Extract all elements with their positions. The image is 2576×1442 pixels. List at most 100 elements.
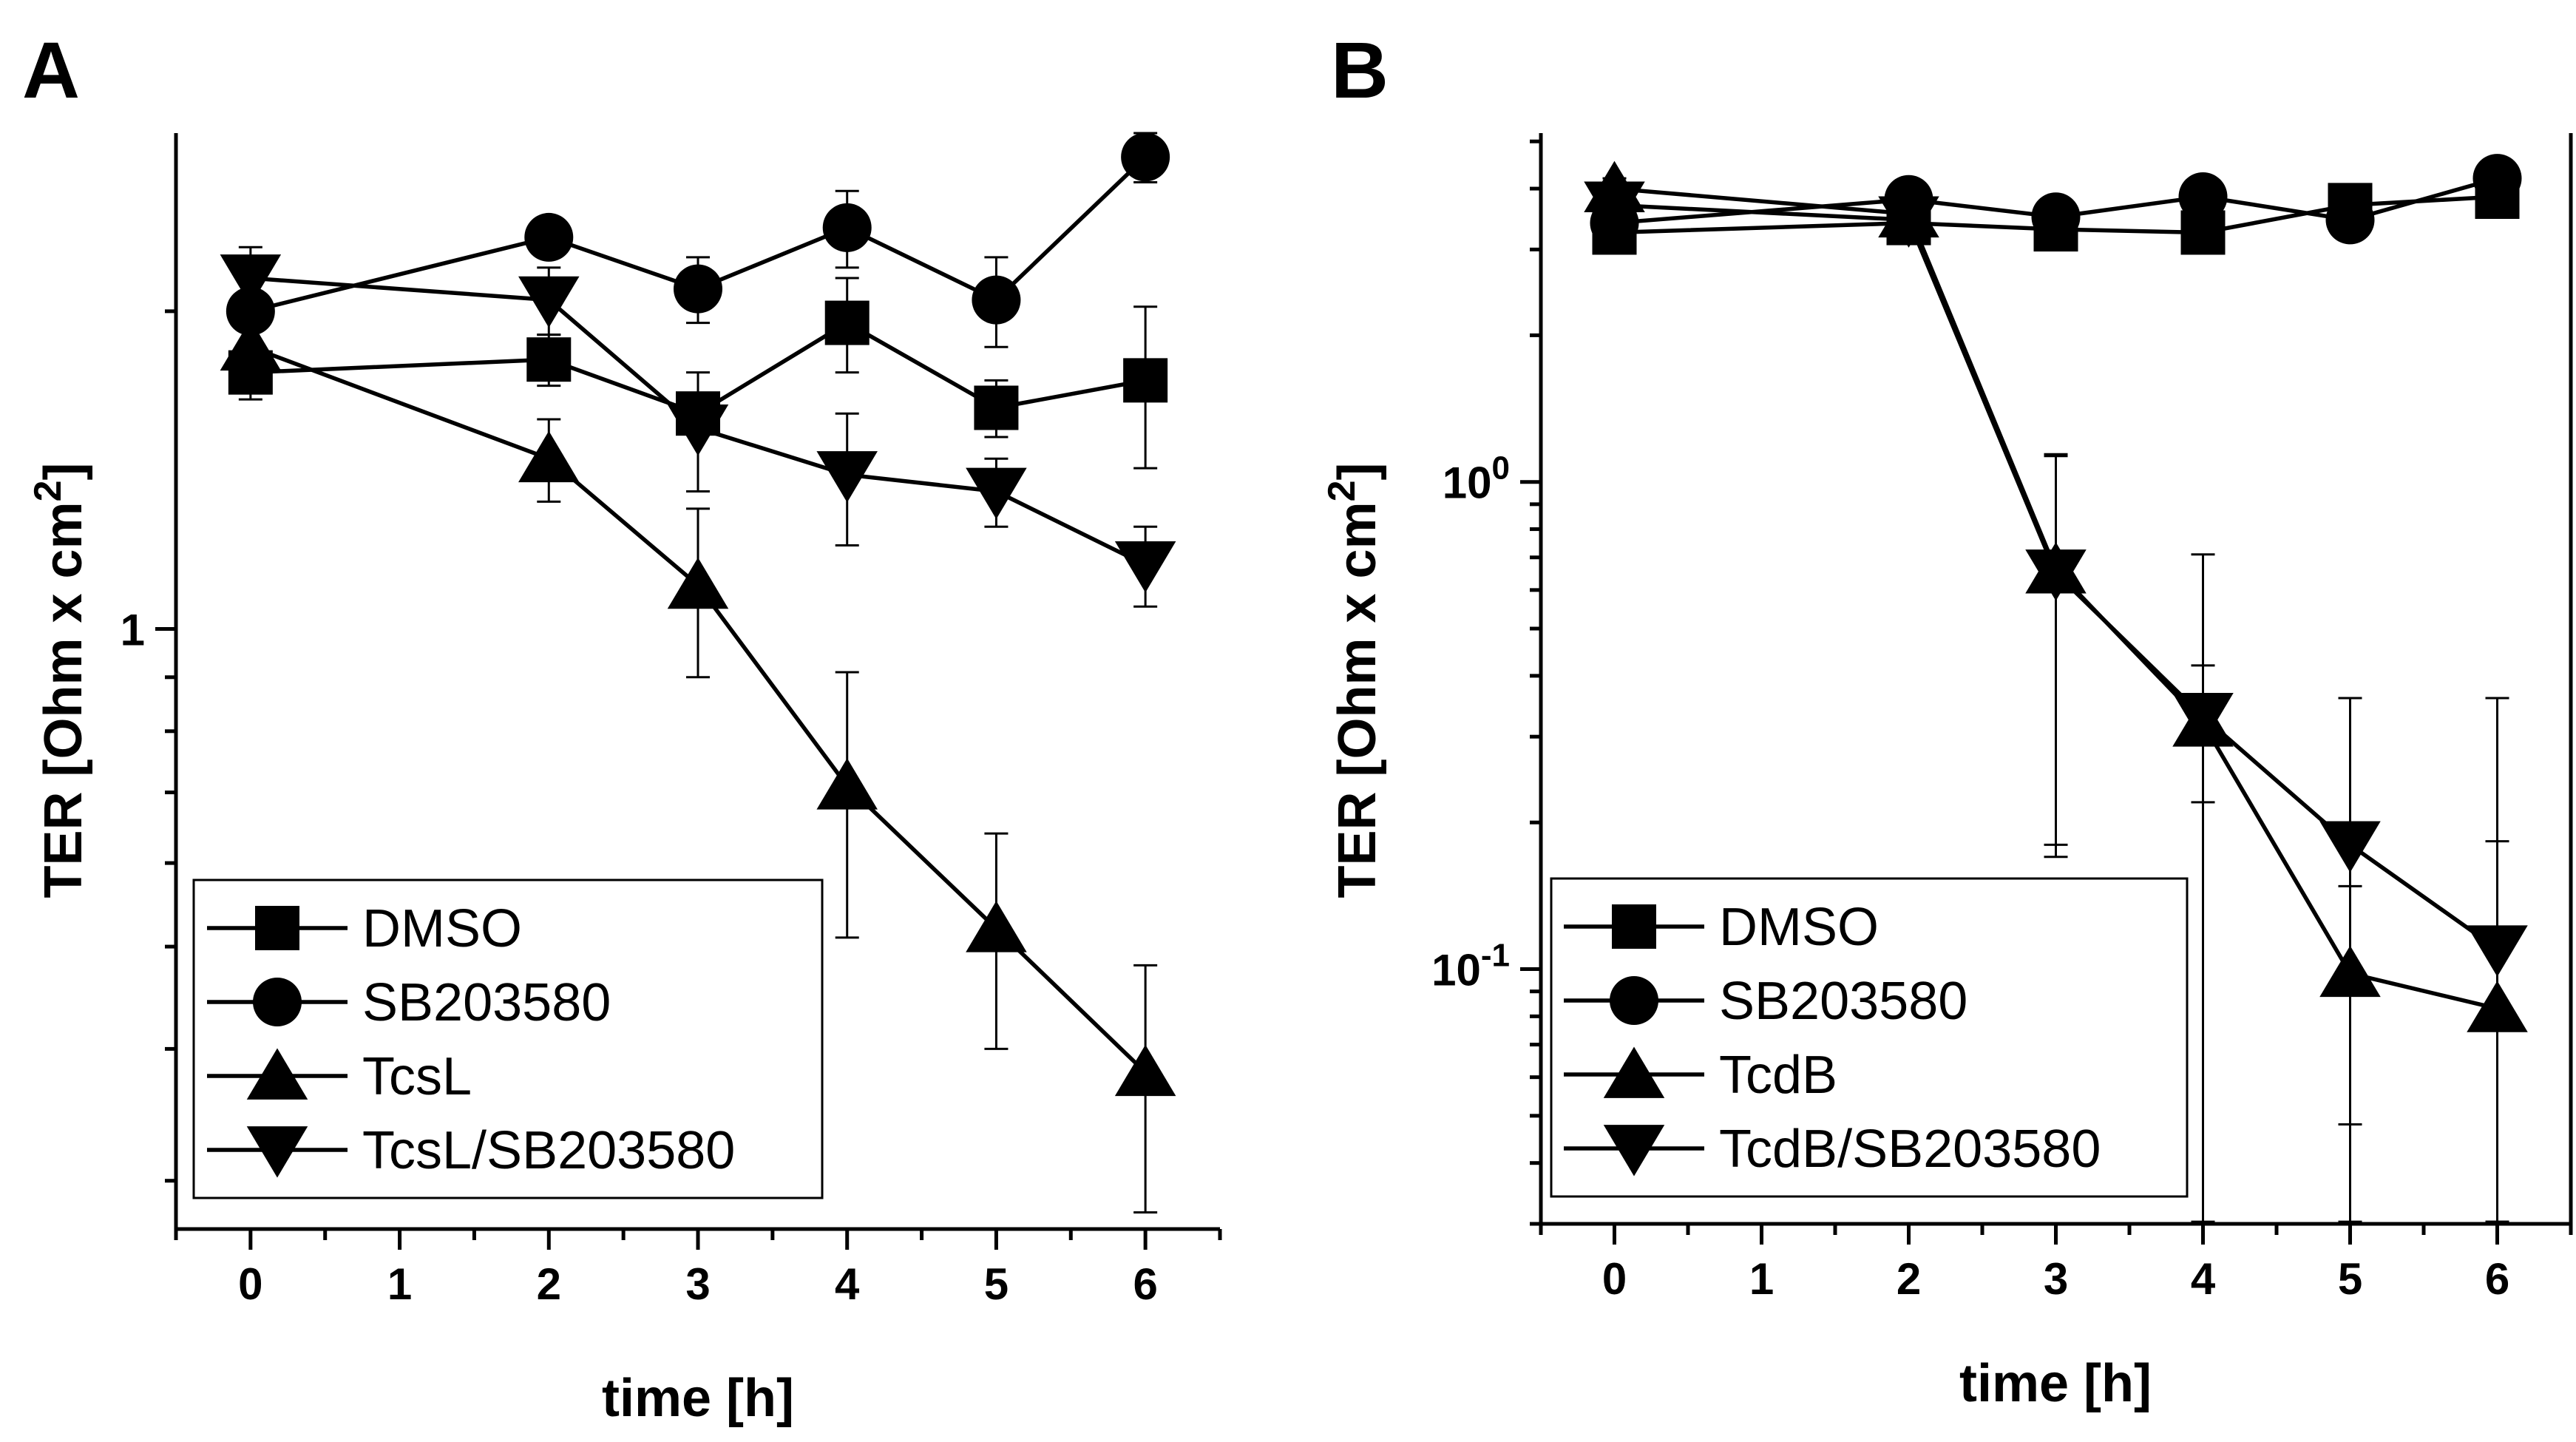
data-point [1878, 196, 1939, 248]
y-tick-labels: 1 [121, 605, 145, 654]
y-axis-title: TER [Ohm x cm2] [1321, 462, 1387, 898]
x-ticks [1539, 1224, 2573, 1245]
legend-item: SB203580 [207, 973, 611, 1032]
plot-area [220, 132, 1176, 1213]
legend-marker [1603, 1125, 1665, 1177]
x-tick-label: 5 [2338, 1254, 2362, 1304]
x-tick-label: 6 [1133, 1259, 1157, 1309]
series-line [1614, 194, 2498, 235]
x-tick-label: 6 [2485, 1254, 2509, 1304]
x-tick-label: 0 [1602, 1254, 1627, 1304]
data-point [816, 758, 878, 810]
legend-label: TcdB [1719, 1046, 1837, 1105]
legend-label: DMSO [362, 899, 522, 958]
legend: DMSO SB203580 TcsL TcsL/SB203580 [192, 879, 824, 1199]
series-line [1614, 203, 2499, 951]
series-sb203580 [226, 132, 1170, 361]
series-tcsl-sb203580 [220, 246, 1176, 608]
data-point [518, 276, 580, 328]
x-tick-label: 1 [1749, 1254, 1774, 1304]
x-axis-title: time [h] [1959, 1354, 2152, 1413]
legend-marker [1612, 904, 1656, 949]
series-line [249, 345, 1148, 1074]
x-tick-label: 4 [835, 1259, 860, 1309]
panel-label-b: B [1331, 25, 1389, 115]
legend-item: TcdB/SB203580 [1564, 1120, 2101, 1179]
y-axis-title: TER [Ohm x cm2] [27, 462, 93, 898]
data-point [2178, 172, 2228, 222]
series-sb203580 [1590, 154, 2522, 248]
y-tick-labels: 100 10-1 [1431, 450, 1510, 995]
x-tick-label: 1 [387, 1259, 412, 1309]
data-point [822, 203, 872, 252]
x-tick-label: 2 [1897, 1254, 1921, 1304]
data-point [824, 300, 870, 345]
legend-marker [1603, 1046, 1665, 1098]
legend-marker [1610, 976, 1658, 1025]
y-tick-label: 1 [121, 605, 145, 654]
legend-label: TcdB/SB203580 [1719, 1120, 2101, 1179]
x-tick-labels: 0 1 2 3 4 5 6 [238, 1259, 1158, 1309]
series-dmso [228, 277, 1168, 470]
data-point [526, 337, 572, 382]
data-point [2325, 195, 2375, 245]
panel-b: B 100 10-1 0 1 2 3 4 5 6 time [h] TER [Ohm x cm… [1321, 25, 2573, 1413]
data-point [966, 901, 1027, 952]
legend-item: TcsL/SB203580 [207, 1121, 735, 1180]
series-tcsl [220, 319, 1176, 1213]
x-tick-label: 5 [984, 1259, 1009, 1309]
panel-a: A 1 0 1 2 3 4 5 6 time [h] TER [Ohm x cm2] DMS… [22, 25, 1222, 1428]
plot-area [1584, 154, 2528, 1223]
series-line [250, 155, 1148, 314]
legend-item: DMSO [1564, 898, 1879, 957]
data-point [1123, 358, 1168, 403]
data-point [2467, 925, 2528, 977]
data-point [2319, 821, 2381, 873]
data-point [966, 467, 1027, 519]
data-point [674, 264, 722, 314]
legend-item: TcsL [207, 1047, 472, 1106]
legend-label: SB203580 [362, 973, 611, 1032]
legend-marker [246, 1126, 308, 1178]
panel-label-a: A [22, 25, 80, 115]
data-point [667, 557, 729, 609]
y-tick-label: 100 [1443, 450, 1510, 508]
series-line [1614, 176, 2498, 226]
legend-marker [255, 906, 299, 950]
x-axis-title: time [h] [602, 1369, 794, 1428]
legend-box [1550, 877, 2189, 1198]
y-tick-label: 10-1 [1431, 938, 1510, 995]
data-point [1121, 132, 1170, 182]
x-tick-labels: 0 1 2 3 4 5 6 [1602, 1254, 2509, 1304]
x-tick-label: 2 [537, 1259, 561, 1309]
data-point [220, 319, 282, 371]
x-ticks [174, 1229, 1222, 1250]
x-tick-label: 0 [238, 1259, 262, 1309]
legend-item: TcdB [1564, 1046, 1837, 1105]
legend-label: TcsL/SB203580 [362, 1121, 735, 1180]
legend: DMSO SB203580 TcdB TcdB/SB203580 [1550, 877, 2189, 1198]
legend-label: DMSO [1719, 898, 1879, 957]
data-point [220, 254, 282, 306]
series-line [250, 320, 1146, 416]
x-tick-label: 4 [2191, 1254, 2216, 1304]
series-line [250, 276, 1147, 567]
data-point [518, 430, 580, 483]
data-point [524, 212, 574, 262]
data-point [972, 275, 1021, 325]
data-point [2025, 549, 2087, 601]
x-tick-label: 3 [685, 1259, 710, 1309]
data-point [816, 451, 878, 503]
data-point [974, 385, 1019, 430]
data-point [667, 404, 729, 456]
x-tick-label: 3 [2044, 1254, 2068, 1304]
y-ticks [155, 309, 176, 1183]
y-ticks [1520, 139, 1541, 1226]
legend-item: SB203580 [1564, 972, 1967, 1031]
legend-item: DMSO [207, 899, 522, 958]
legend-marker [253, 978, 302, 1026]
data-point [2472, 154, 2522, 203]
data-point [1584, 181, 1645, 233]
data-point [1114, 541, 1176, 593]
